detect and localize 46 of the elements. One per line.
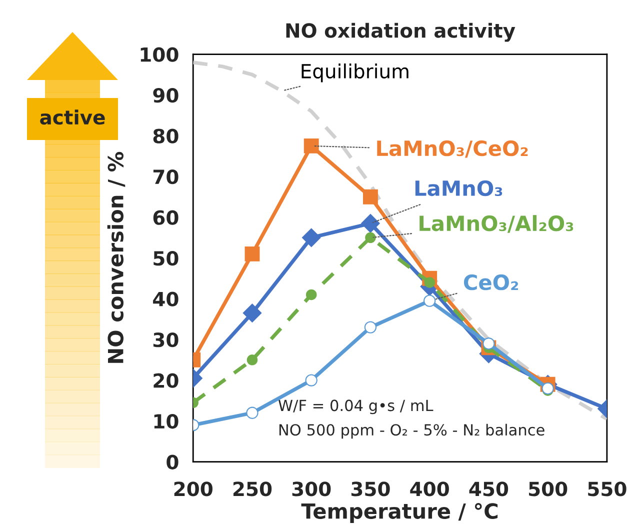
point bbox=[305, 374, 318, 386]
y-tick-label: 80 bbox=[153, 128, 178, 144]
point bbox=[365, 232, 376, 244]
point bbox=[302, 228, 321, 248]
y-tick-label: 30 bbox=[153, 332, 178, 348]
point bbox=[363, 189, 378, 204]
point bbox=[246, 354, 258, 366]
y-tick-label: 0 bbox=[166, 454, 178, 470]
x-tick-label: 200 bbox=[174, 482, 212, 496]
y-tick-label: 70 bbox=[153, 169, 178, 184]
point bbox=[361, 214, 380, 233]
series-label: Equilibrium bbox=[302, 63, 408, 82]
text: LaMnO₃ bbox=[415, 180, 502, 196]
x-tick-label: 450 bbox=[469, 482, 508, 496]
annotation: W/F = 0.04 g•s / mL bbox=[278, 400, 434, 414]
x-axis-title: Temperature / °C bbox=[301, 503, 498, 523]
point bbox=[424, 294, 436, 307]
chart-title: NO oxidation activity bbox=[286, 22, 516, 42]
x-tick-label: 300 bbox=[292, 482, 331, 496]
series-label: LaMnO₃/CeO₂ bbox=[377, 140, 528, 158]
series-label: LaMnO₃/Al₂O₃ bbox=[420, 215, 574, 233]
text: active bbox=[40, 110, 105, 125]
y-tick-label: 20 bbox=[154, 373, 178, 388]
series-label: CeO₂ bbox=[464, 274, 518, 290]
point bbox=[364, 321, 377, 334]
line-series bbox=[193, 60, 607, 421]
point bbox=[482, 338, 495, 350]
annotation: NO 500 ppm - O₂ - 5% - N₂ balance bbox=[279, 424, 544, 439]
point bbox=[542, 382, 554, 394]
y-tick-label: 100 bbox=[140, 47, 178, 62]
point bbox=[304, 138, 319, 154]
point bbox=[306, 289, 317, 300]
point bbox=[246, 406, 258, 419]
y-tick-label: 90 bbox=[153, 88, 178, 103]
y-tick-label: 10 bbox=[154, 414, 178, 429]
y-tick-label: 40 bbox=[153, 292, 178, 306]
x-tick-label: 350 bbox=[351, 482, 390, 496]
x-tick-label: 250 bbox=[233, 482, 272, 496]
y-tick-label: 60 bbox=[153, 210, 178, 225]
x-tick-label: 400 bbox=[410, 482, 449, 496]
x-tick-label: 550 bbox=[588, 482, 626, 496]
point bbox=[242, 304, 262, 322]
x-tick-label: 500 bbox=[529, 482, 568, 496]
y-axis-title: NO conversion / % bbox=[107, 152, 126, 363]
y-tick-label: 50 bbox=[154, 250, 178, 266]
point bbox=[244, 246, 260, 262]
